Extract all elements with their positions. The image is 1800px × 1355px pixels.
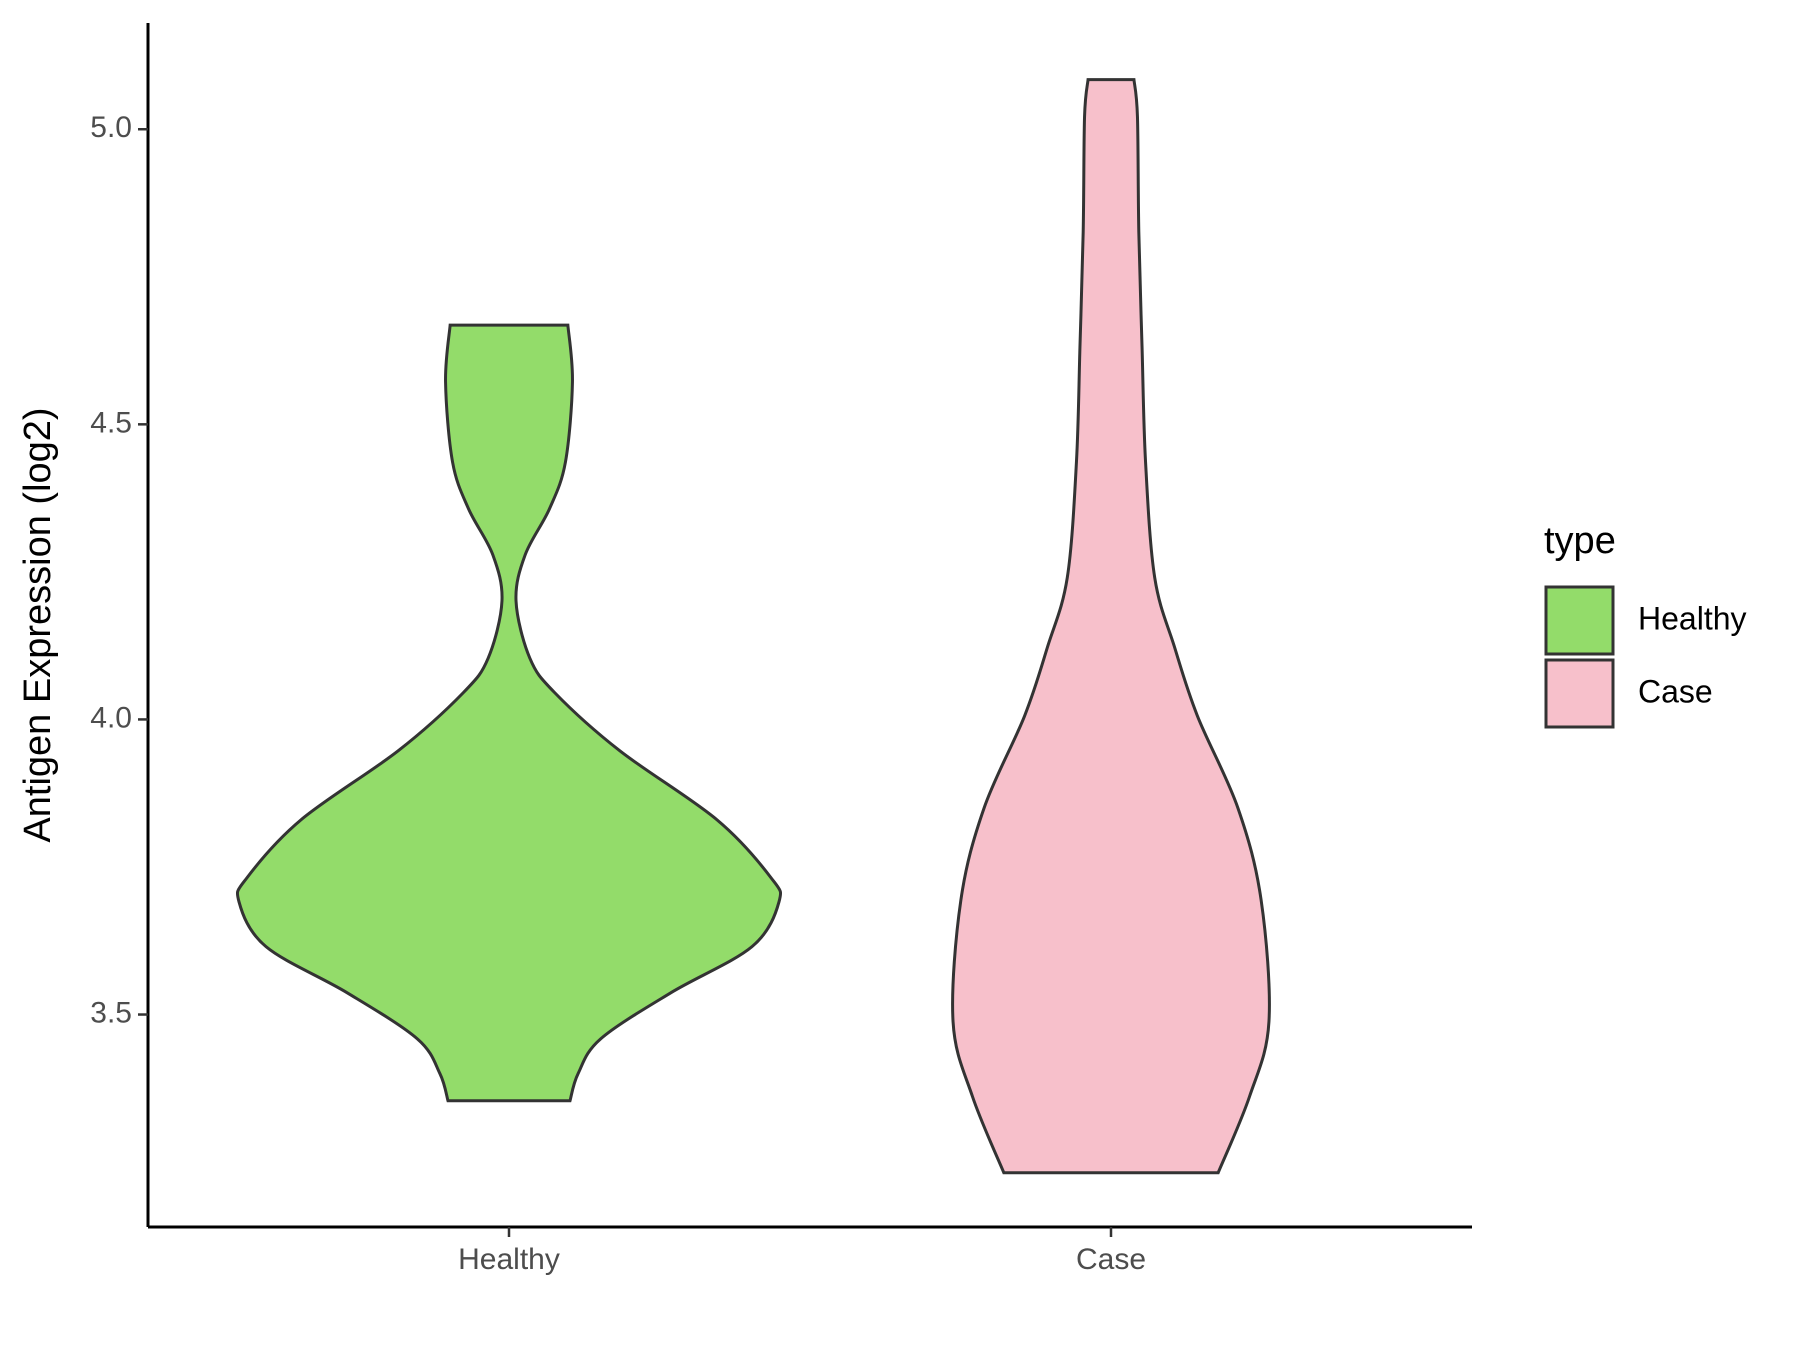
y-axis-title: Antigen Expression (log2) (17, 407, 59, 842)
y-tick-label: 3.5 (90, 996, 132, 1029)
y-tick-label: 4.5 (90, 406, 132, 439)
legend-title: type (1544, 520, 1616, 562)
x-tick-label: Case (1076, 1243, 1146, 1276)
violin (951, 78, 1271, 1175)
x-tick-label: Healthy (458, 1243, 560, 1276)
y-tick-label: 4.0 (90, 701, 132, 734)
y-tick-label: 5.0 (90, 111, 132, 144)
legend-key (1544, 585, 1615, 656)
violin (235, 323, 783, 1103)
legend-label: Healthy (1638, 600, 1747, 636)
legend-key (1544, 658, 1615, 729)
legend-label: Case (1638, 673, 1713, 709)
